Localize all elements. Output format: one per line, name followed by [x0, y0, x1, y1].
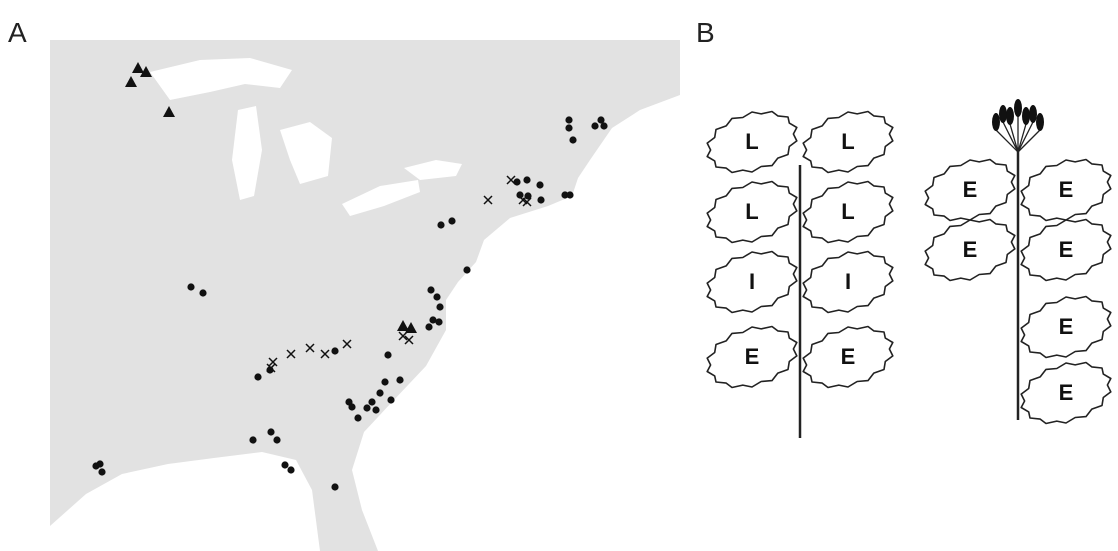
site-dot — [363, 404, 370, 411]
leaf-panel: B L L L L I I E E E E E E E E — [696, 17, 1111, 438]
figure: A B L L L L I I E E E E E E E E — [0, 0, 1118, 551]
site-dot — [437, 221, 444, 228]
leaf-label: E — [1059, 237, 1074, 262]
site-dot — [354, 414, 361, 421]
site-dot — [523, 176, 530, 183]
site-dot — [448, 217, 455, 224]
leaf-label: L — [841, 199, 854, 224]
site-dot — [287, 466, 294, 473]
leaf-label: I — [845, 269, 851, 294]
flower-bud — [1006, 107, 1014, 125]
leaf-label: I — [749, 269, 755, 294]
site-dot — [537, 196, 544, 203]
panel-label: B — [696, 17, 715, 48]
leaf-label: E — [963, 177, 978, 202]
flower-bud — [1022, 107, 1030, 125]
site-dot — [569, 136, 576, 143]
site-dot — [427, 286, 434, 293]
site-dot — [348, 403, 355, 410]
flower-bud — [992, 113, 1000, 131]
site-dot — [384, 351, 391, 358]
panel-label: A — [8, 17, 27, 48]
leaves: L L L L I I E E E E E E E E — [707, 112, 1111, 424]
site-dot — [381, 378, 388, 385]
site-dot — [273, 436, 280, 443]
leaf-label: L — [841, 129, 854, 154]
site-dot — [368, 398, 375, 405]
leaf-label: E — [963, 237, 978, 262]
site-dot — [433, 293, 440, 300]
land — [50, 40, 680, 551]
leaf-label: E — [1059, 177, 1074, 202]
site-dot — [199, 289, 206, 296]
flower-bud — [1036, 113, 1044, 131]
site-dot — [281, 461, 288, 468]
site-dot — [376, 389, 383, 396]
site-dot — [600, 122, 607, 129]
site-dot — [254, 373, 261, 380]
site-dot — [96, 460, 103, 467]
inflorescence — [992, 99, 1044, 152]
map-panel: A — [8, 17, 680, 551]
site-dot — [536, 181, 543, 188]
site-dot — [565, 124, 572, 131]
flower-bud — [1014, 99, 1022, 117]
site-dot — [425, 323, 432, 330]
site-dot — [591, 122, 598, 129]
leaf-label: E — [745, 344, 760, 369]
leaf-label: L — [745, 129, 758, 154]
leaf-label: E — [1059, 314, 1074, 339]
site-dot — [463, 266, 470, 273]
site-dot — [435, 318, 442, 325]
site-dot — [565, 116, 572, 123]
site-dot — [513, 178, 520, 185]
site-dot — [372, 406, 379, 413]
site-dot — [187, 283, 194, 290]
leaf-label: E — [841, 344, 856, 369]
site-dot — [387, 396, 394, 403]
site-dot — [267, 428, 274, 435]
leaf-label: E — [1059, 380, 1074, 405]
site-dot — [566, 191, 573, 198]
site-dot — [331, 347, 338, 354]
flower-bud — [999, 105, 1007, 123]
site-dot — [98, 468, 105, 475]
site-dot — [436, 303, 443, 310]
leaf-label: L — [745, 199, 758, 224]
site-dot — [396, 376, 403, 383]
site-dot — [249, 436, 256, 443]
site-dot — [331, 483, 338, 490]
flower-bud — [1029, 105, 1037, 123]
